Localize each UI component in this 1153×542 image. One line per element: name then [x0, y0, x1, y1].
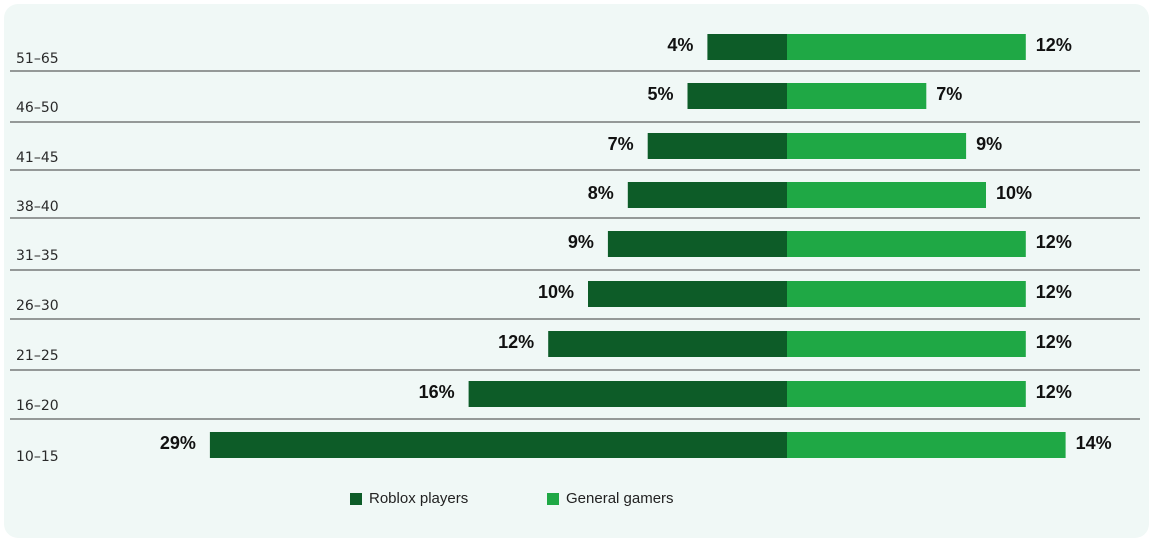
- category-label: 26–30: [16, 298, 59, 314]
- value-label-general: 9%: [976, 134, 1002, 154]
- legend-item-general: General gamers: [547, 490, 674, 507]
- category-label: 31–35: [16, 248, 59, 264]
- value-label-roblox: 29%: [160, 433, 196, 453]
- legend-item-roblox: Roblox players: [350, 490, 468, 507]
- category-label: 51–65: [16, 51, 59, 67]
- value-label-roblox: 9%: [568, 232, 594, 252]
- legend-swatch-roblox: [350, 492, 362, 505]
- bar-general: [787, 182, 986, 208]
- bar-general: [787, 133, 967, 159]
- bar-general: [787, 231, 1026, 257]
- value-label-general: 10%: [996, 183, 1032, 203]
- bar-roblox: [707, 34, 787, 60]
- category-label: 10–15: [16, 449, 59, 465]
- legend-label-general: General gamers: [566, 490, 674, 507]
- value-label-roblox: 5%: [647, 84, 673, 104]
- value-label-general: 12%: [1036, 282, 1072, 302]
- bar-roblox: [548, 331, 787, 357]
- category-label: 21–25: [16, 348, 59, 364]
- category-label: 46–50: [16, 100, 59, 116]
- bar-general: [787, 331, 1026, 357]
- category-label: 38–40: [16, 199, 59, 215]
- bar-roblox: [209, 432, 787, 458]
- bar-general: [787, 34, 1026, 60]
- value-label-general: 14%: [1076, 433, 1112, 453]
- value-label-general: 12%: [1036, 35, 1072, 55]
- value-label-roblox: 7%: [608, 134, 634, 154]
- bar-roblox: [627, 182, 787, 208]
- value-label-roblox: 4%: [667, 35, 693, 55]
- value-label-general: 12%: [1036, 332, 1072, 352]
- category-label: 41–45: [16, 150, 59, 166]
- bar-general: [787, 381, 1026, 407]
- value-label-general: 7%: [936, 84, 962, 104]
- legend-label-roblox: Roblox players: [369, 490, 469, 507]
- value-label-roblox: 10%: [538, 282, 574, 302]
- bar-roblox: [607, 231, 787, 257]
- value-label-roblox: 8%: [588, 183, 614, 203]
- bar-roblox: [687, 83, 787, 109]
- legend-swatch-general: [547, 492, 559, 505]
- bar-roblox: [588, 281, 787, 307]
- bar-general: [787, 281, 1026, 307]
- value-label-roblox: 12%: [498, 332, 534, 352]
- value-label-roblox: 16%: [419, 382, 455, 402]
- bar-general: [787, 432, 1066, 458]
- bar-general: [787, 83, 927, 109]
- value-label-general: 12%: [1036, 232, 1072, 252]
- bar-roblox: [468, 381, 787, 407]
- bar-roblox: [647, 133, 787, 159]
- category-label: 16–20: [16, 398, 59, 414]
- value-label-general: 12%: [1036, 382, 1072, 402]
